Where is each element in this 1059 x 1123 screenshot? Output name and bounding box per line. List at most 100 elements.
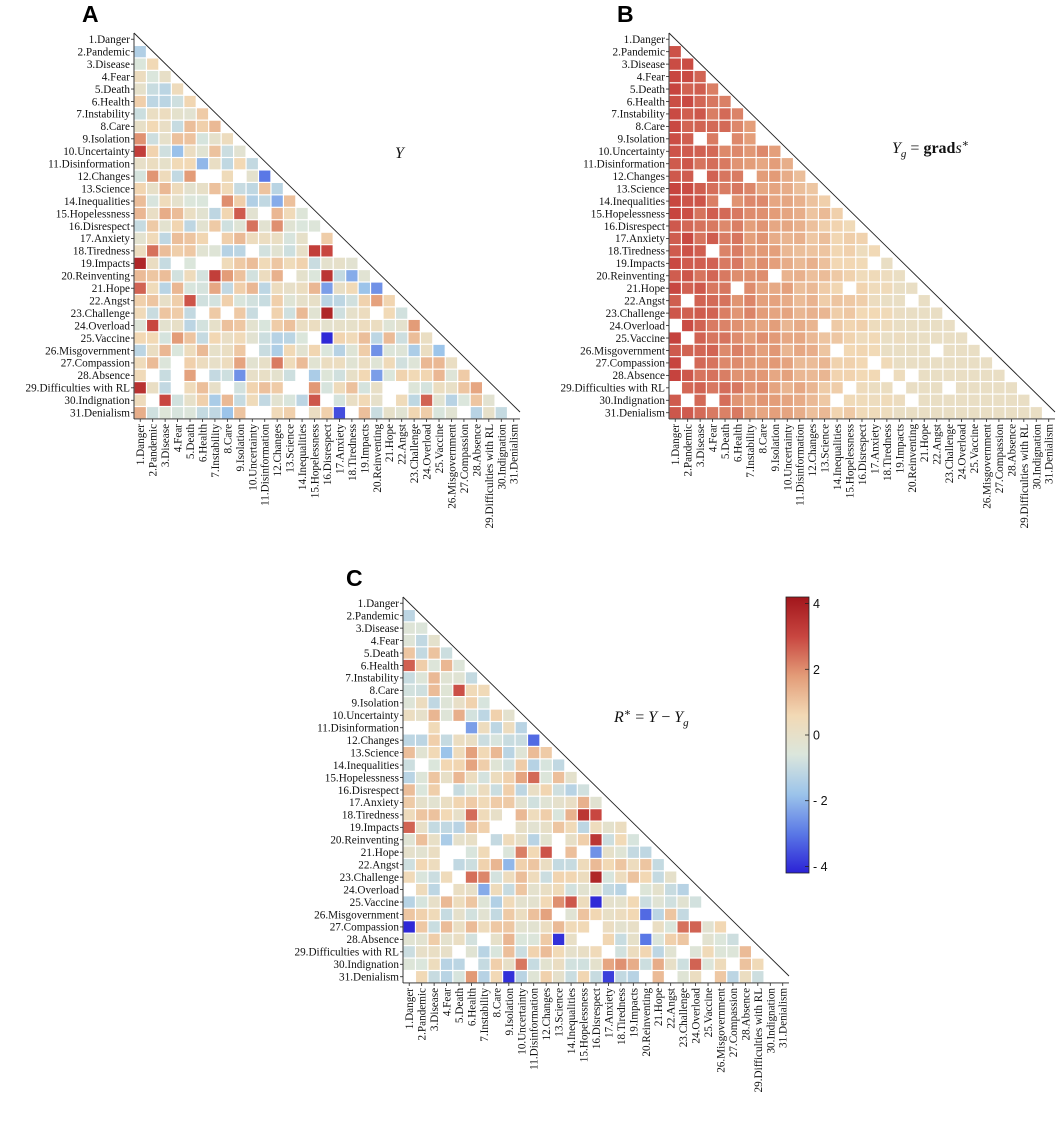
heatmap-cell xyxy=(503,722,515,734)
heatmap-cell xyxy=(196,332,209,344)
heatmap-cell xyxy=(682,95,694,108)
heatmap-cell xyxy=(465,722,478,734)
row-label: 20.Reinventing xyxy=(61,271,130,283)
row-label: 1.Danger xyxy=(89,34,131,46)
column-label: 27.Compassion xyxy=(994,424,1006,494)
heatmap-cell xyxy=(868,407,881,419)
heatmap-cell xyxy=(831,382,843,394)
heatmap-cell xyxy=(881,394,893,406)
heatmap-cell xyxy=(968,382,980,394)
heatmap-cell xyxy=(408,382,420,394)
heatmap-cell xyxy=(420,369,433,381)
heatmap-cell xyxy=(196,394,209,406)
heatmap-cell xyxy=(731,319,744,332)
heatmap-cell xyxy=(159,245,171,257)
heatmap-cell xyxy=(445,369,458,381)
row-label: 9.Isolation xyxy=(82,134,130,146)
heatmap-cell xyxy=(284,394,296,406)
heatmap-cell xyxy=(296,245,308,257)
heatmap-cell xyxy=(246,295,258,307)
heatmap-cell xyxy=(271,220,283,232)
heatmap-cell xyxy=(706,382,719,394)
heatmap-cell xyxy=(321,357,333,369)
heatmap-cell xyxy=(540,958,552,970)
heatmap-cell xyxy=(806,207,818,220)
heatmap-cell xyxy=(503,747,515,759)
heatmap-cell xyxy=(428,734,440,746)
column-label: 5.Death xyxy=(454,988,466,1024)
heatmap-cell xyxy=(465,709,478,721)
column-axis: 1.Danger 2.Pandemic 3.Disease 4.Fear 5.Death… xyxy=(135,418,521,528)
heatmap-cell xyxy=(706,183,719,195)
heatmap-cell xyxy=(590,946,602,958)
heatmap-cell xyxy=(694,344,706,357)
heatmap-cell xyxy=(209,332,221,344)
heatmap-cell xyxy=(408,344,420,357)
heatmap-cell xyxy=(615,834,627,846)
heatmap-cell xyxy=(682,120,694,132)
heatmap-cell xyxy=(483,394,495,406)
heatmap-cell xyxy=(371,382,383,394)
heatmap-cell xyxy=(346,295,358,307)
column-label: 20.Reinventing xyxy=(372,424,384,493)
heatmap-cell xyxy=(346,319,358,332)
heatmap-cell xyxy=(627,871,639,883)
column-label: 31.Denialism xyxy=(778,988,790,1048)
heatmap-cell xyxy=(906,332,918,344)
heatmap-cell xyxy=(171,307,184,319)
heatmap-cell xyxy=(184,120,196,132)
heatmap-cell xyxy=(147,245,159,257)
heatmap-cell xyxy=(171,319,184,332)
column-label: 12.Changes xyxy=(807,424,819,477)
heatmap-cell xyxy=(159,295,171,307)
heatmap-cell xyxy=(980,407,993,419)
heatmap-cell xyxy=(719,183,731,195)
row-label: 11.Disinformation xyxy=(48,159,130,171)
heatmap-cell xyxy=(147,270,159,282)
heatmap-cell xyxy=(147,344,159,357)
diagonal-line xyxy=(668,32,1056,413)
heatmap-cell xyxy=(134,170,146,182)
heatmap-cell xyxy=(744,232,756,245)
heatmap-cell xyxy=(819,207,831,220)
row-label: 28.Absence xyxy=(77,370,130,382)
column-label: 23.Challenge xyxy=(944,424,956,483)
heatmap-cell xyxy=(428,883,440,896)
heatmap-cell xyxy=(868,307,881,319)
heatmap-cell xyxy=(955,369,968,381)
heatmap-cell xyxy=(577,971,590,983)
heatmap-cell xyxy=(453,759,465,771)
heatmap-cell xyxy=(515,971,527,983)
heatmap-cell xyxy=(308,407,321,419)
heatmap-cell xyxy=(906,282,918,294)
column-label: 19.Impacts xyxy=(894,424,906,473)
heatmap-cell xyxy=(682,369,694,381)
heatmap-cell xyxy=(209,220,221,232)
heatmap-cell xyxy=(490,958,502,970)
row-label: 2.Pandemic xyxy=(612,46,665,58)
heatmap-cell xyxy=(478,771,490,784)
heatmap-cell xyxy=(868,319,881,332)
heatmap-cell xyxy=(565,933,577,945)
heatmap-cell xyxy=(577,921,590,933)
heatmap-cell xyxy=(744,133,756,145)
heatmap-cell xyxy=(806,382,818,394)
heatmap-cell xyxy=(147,145,159,157)
heatmap-cell xyxy=(416,622,428,634)
heatmap-cell xyxy=(184,382,196,394)
heatmap-cell xyxy=(159,307,171,319)
heatmap-cell xyxy=(843,369,856,381)
heatmap-cell xyxy=(682,58,694,70)
heatmap-cell xyxy=(246,270,258,282)
heatmap-cell xyxy=(453,684,465,696)
row-axis: 1.Danger2.Pandemic3.Disease4.Fear5.Death… xyxy=(25,33,520,420)
heatmap-cell xyxy=(682,158,694,170)
heatmap-cell xyxy=(428,796,440,809)
heatmap-cell xyxy=(906,307,918,319)
heatmap-cell xyxy=(739,946,751,958)
heatmap-cell xyxy=(490,796,502,809)
heatmap-cell xyxy=(881,257,893,269)
heatmap-cell xyxy=(881,282,893,294)
heatmap-cell xyxy=(209,207,221,220)
heatmap-cell xyxy=(819,344,831,357)
